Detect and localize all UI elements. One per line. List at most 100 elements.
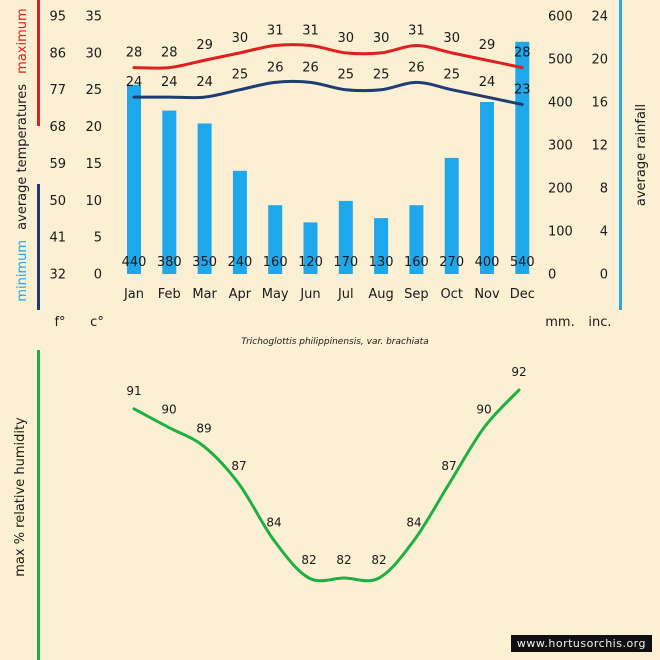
humidity-chart: 91 90 89 87 84 82 82 82 84 87 90 92 [126, 365, 527, 583]
celsius-tick-label: 10 [85, 194, 102, 209]
celsius-tick-label: 5 [94, 231, 102, 246]
maximum-value-label: 28 [514, 46, 531, 61]
unit-mm: mm. [545, 315, 574, 330]
humidity-value-label: 84 [406, 515, 421, 529]
rainfall-bar [515, 41, 530, 274]
rainfall-bar [480, 102, 494, 274]
minimum-value-label: 26 [267, 60, 284, 75]
rainfall-value-label: 160 [263, 255, 288, 270]
rainfall-value-label: 120 [298, 255, 323, 270]
humidity-value-label: 84 [266, 515, 281, 529]
rainfall-bar [303, 222, 318, 274]
humidity-value-label: 92 [511, 365, 526, 379]
month-label: Jul [337, 287, 354, 302]
maximum-value-label: 28 [126, 46, 143, 61]
maximum-value-label: 29 [479, 38, 496, 53]
rainfall-value-label: 540 [510, 255, 535, 270]
inch-tick-label: 12 [591, 139, 608, 154]
humidity-value-label: 89 [196, 421, 211, 435]
unit-celsius: c° [90, 315, 104, 330]
unit-fahrenheit: f° [54, 315, 65, 330]
humidity-accent-bar [37, 350, 40, 660]
minimum-accent-bar [37, 184, 40, 310]
minimum-value-label: 25 [443, 68, 460, 83]
maximum-value-label: 30 [338, 31, 355, 46]
month-label: Feb [158, 287, 181, 302]
mm-tick-label: 100 [548, 225, 573, 240]
minimum-value-label: 25 [338, 68, 355, 83]
temperature-axis-title: minimum average temperatures maximum [15, 8, 30, 301]
minimum-label: minimum [15, 240, 30, 302]
rainfall-bar [374, 218, 389, 274]
celsius-tick-label: 35 [85, 10, 102, 25]
month-label: Apr [229, 287, 252, 302]
humidity-value-label: 90 [476, 403, 491, 417]
mm-tick-label: 600 [548, 10, 573, 25]
mm-tick-label: 0 [548, 268, 556, 283]
month-label: Jun [299, 287, 320, 302]
rainfall-bar [232, 170, 247, 274]
maximum-label: maximum [15, 8, 30, 74]
minimum-value-label: 25 [232, 68, 249, 83]
minimum-temperature-line [132, 79, 524, 106]
humidity-value-label: 91 [126, 384, 141, 398]
humidity-line [132, 388, 521, 583]
maximum-value-label: 31 [267, 23, 284, 38]
maximum-value-label: 30 [232, 31, 249, 46]
rainfall-bar [127, 84, 141, 274]
month-label: May [262, 287, 289, 302]
celsius-tick-label: 0 [94, 268, 102, 283]
maximum-value-label: 30 [373, 31, 390, 46]
maximum-value-label: 30 [443, 31, 460, 46]
watermark: www.hortusorchis.org [510, 635, 652, 652]
humidity-value-label: 87 [231, 459, 246, 473]
month-label: Aug [368, 287, 393, 302]
humidity-axis-title: max % relative humidity [13, 417, 28, 577]
rainfall-value-label: 240 [227, 255, 252, 270]
rainfall-value-label: 400 [475, 255, 500, 270]
month-label: Jan [123, 287, 144, 302]
rainfall-bar [162, 110, 177, 274]
minimum-value-label: 24 [196, 75, 213, 90]
humidity-value-label: 90 [161, 403, 176, 417]
minimum-value-label: 23 [514, 82, 531, 97]
fahrenheit-tick-label: 68 [49, 120, 66, 135]
rainfall-value-label: 380 [157, 255, 182, 270]
celsius-tick-label: 25 [85, 83, 102, 98]
data-labels: 28 28 29 30 31 31 30 30 31 30 29 28 24 24 24 25 26 26 25 25… [122, 23, 535, 270]
rainfall-value-label: 350 [192, 255, 217, 270]
fahrenheit-tick-label: 50 [49, 194, 66, 209]
inch-tick-label: 8 [600, 182, 608, 197]
rainfall-axis-title: average rainfall [634, 104, 649, 206]
month-label: Nov [474, 287, 500, 302]
month-label: Mar [192, 287, 217, 302]
month-label: Sep [404, 287, 429, 302]
average-temperatures-label: average temperatures [15, 84, 30, 230]
minimum-value-label: 25 [373, 68, 390, 83]
chart-caption: Trichoglottis philippinensis, var. brach… [241, 337, 428, 347]
temperature-lines [132, 43, 524, 106]
month-label: Oct [440, 287, 462, 302]
maximum-temperature-line [132, 43, 524, 70]
maximum-value-label: 31 [408, 23, 425, 38]
fahrenheit-tick-label: 32 [49, 268, 66, 283]
rainfall-value-label: 170 [333, 255, 358, 270]
fahrenheit-tick-label: 77 [49, 83, 66, 98]
minimum-value-label: 24 [479, 75, 496, 90]
rainfall-value-label: 440 [122, 255, 147, 270]
celsius-tick-label: 30 [85, 46, 102, 61]
fahrenheit-tick-label: 86 [49, 46, 66, 61]
inch-tick-label: 16 [591, 96, 608, 111]
rainfall-accent-bar [619, 0, 622, 310]
unit-inch: inc. [588, 315, 611, 330]
humidity-value-label: 87 [441, 459, 456, 473]
inch-tick-label: 24 [591, 10, 608, 25]
maximum-value-label: 31 [302, 23, 319, 38]
month-labels: Jan Feb Mar Apr May Jun Jul Aug Sep Oct Nov Dec [123, 287, 535, 302]
fahrenheit-tick-label: 95 [49, 10, 66, 25]
minimum-value-label: 26 [408, 60, 425, 75]
maximum-value-label: 29 [196, 38, 213, 53]
humidity-value-label: 82 [336, 553, 351, 567]
rainfall-bar [338, 200, 353, 274]
